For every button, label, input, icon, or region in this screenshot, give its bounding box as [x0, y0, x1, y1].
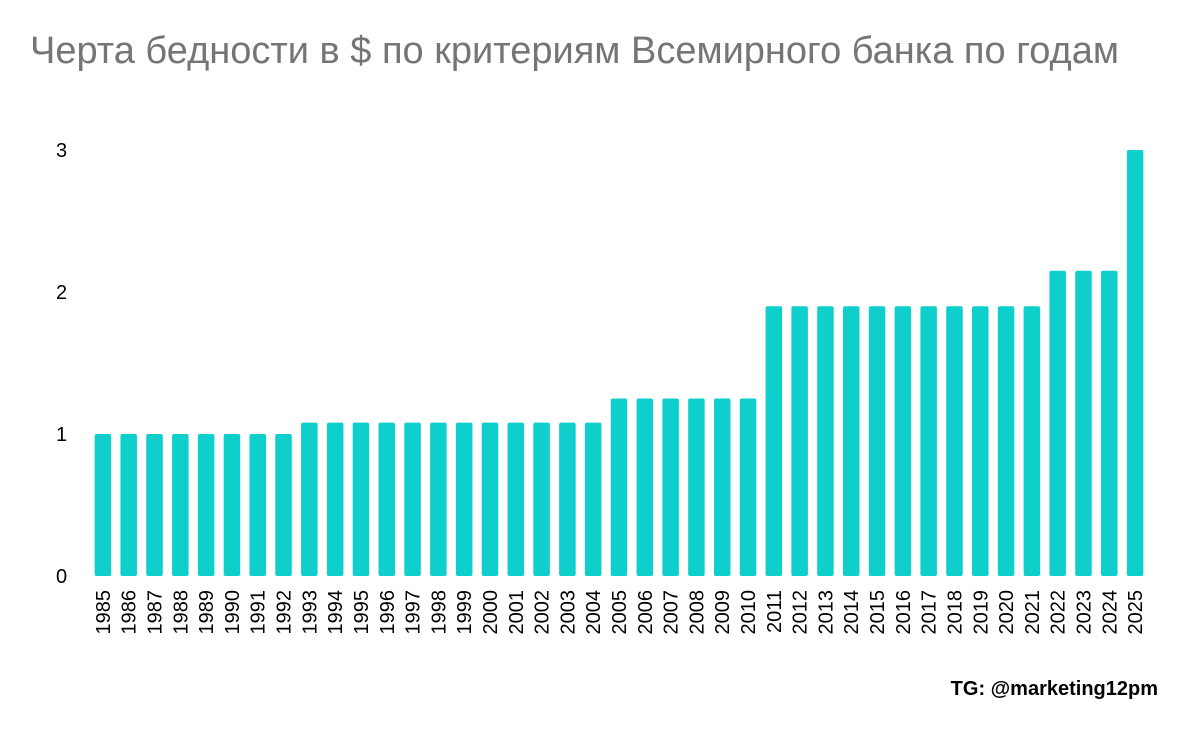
- bar-2007: [662, 398, 679, 576]
- bar-2001: [507, 422, 525, 576]
- x-tick-label: 2010: [738, 590, 760, 635]
- bar-1988: [172, 434, 189, 576]
- x-tick-label: 2006: [635, 590, 657, 635]
- bar-2024: [1101, 270, 1118, 576]
- x-tick-label: 1987: [145, 590, 167, 635]
- bar-2004: [584, 422, 602, 576]
- bar-1996: [378, 422, 396, 576]
- x-tick-label: 2024: [1099, 590, 1121, 635]
- x-tick-label: 1989: [196, 590, 218, 635]
- chart-title: Черта бедности в $ по критериям Всемирно…: [30, 30, 1119, 72]
- x-tick-label: 2002: [532, 590, 554, 635]
- x-tick-label: 1998: [428, 590, 450, 635]
- x-tick-label: 2025: [1125, 590, 1147, 635]
- bar-2011: [765, 306, 783, 576]
- x-tick-label: 2014: [841, 590, 863, 635]
- x-tick-label: 2011: [764, 590, 786, 633]
- bar-1995: [352, 422, 370, 576]
- x-tick-label: 2015: [867, 590, 889, 635]
- y-tick-label: 1: [56, 424, 67, 446]
- bar-2021: [1023, 306, 1041, 576]
- bar-2002: [533, 422, 550, 576]
- bar-2023: [1075, 270, 1092, 576]
- bar-2000: [481, 422, 499, 576]
- x-tick-label: 1994: [325, 590, 347, 635]
- x-tick-label: 1997: [403, 590, 425, 635]
- bar-2022: [1049, 270, 1066, 576]
- x-tick-label: 1993: [299, 590, 321, 635]
- bar-1990: [223, 434, 241, 576]
- x-axis-ticks: 1985 1986 1987 1988 1989 1990 1991 1992 1993 1994…: [93, 590, 1147, 635]
- x-tick-label: 1985: [93, 590, 115, 635]
- bar-2019: [972, 306, 989, 576]
- bar-1993: [301, 422, 318, 576]
- bars-group: [94, 150, 1144, 576]
- credit-label: TG: @marketing12pm: [950, 678, 1158, 700]
- x-tick-label: 2023: [1073, 590, 1095, 635]
- bar-2020: [997, 306, 1015, 576]
- bar-2015: [868, 306, 886, 576]
- x-tick-label: 2005: [609, 590, 631, 635]
- bar-2016: [894, 306, 912, 576]
- bar-1986: [120, 434, 137, 576]
- bar-2014: [842, 306, 860, 576]
- y-tick-label: 2: [56, 282, 67, 304]
- bar-2005: [610, 398, 628, 576]
- x-tick-label: 1999: [454, 590, 476, 635]
- bar-2017: [920, 306, 937, 576]
- bar-2018: [946, 306, 963, 576]
- x-tick-label: 2019: [970, 590, 992, 635]
- x-tick-label: 2018: [944, 590, 966, 635]
- x-tick-label: 2021: [1022, 590, 1044, 635]
- bar-1998: [430, 422, 447, 576]
- x-tick-label: 1995: [351, 590, 373, 635]
- bar-1987: [146, 434, 163, 576]
- x-tick-label: 2004: [583, 590, 605, 635]
- x-tick-label: 2007: [661, 590, 683, 635]
- x-tick-label: 1986: [119, 590, 141, 635]
- x-tick-label: 2009: [712, 590, 734, 635]
- bar-2012: [791, 306, 808, 576]
- x-tick-label: 2020: [996, 590, 1018, 635]
- bar-2006: [636, 398, 654, 576]
- y-tick-label: 0: [56, 566, 67, 588]
- bar-1997: [404, 422, 421, 576]
- bar-2013: [817, 306, 834, 576]
- x-tick-label: 2022: [1048, 590, 1070, 635]
- y-tick-label: 3: [56, 140, 67, 162]
- x-tick-label: 2001: [506, 590, 528, 635]
- x-tick-label: 2000: [480, 590, 502, 635]
- x-tick-label: 1988: [170, 590, 192, 635]
- bar-2009: [713, 398, 731, 576]
- y-axis-ticks: 0 1 2 3: [56, 140, 67, 588]
- x-tick-label: 2016: [893, 590, 915, 635]
- bar-1992: [275, 434, 292, 576]
- x-tick-label: 1991: [248, 590, 270, 635]
- x-tick-label: 2013: [815, 590, 837, 635]
- bar-1994: [326, 422, 344, 576]
- bar-2008: [688, 398, 705, 576]
- bar-1991: [249, 434, 266, 576]
- bar-2025: [1126, 150, 1144, 576]
- x-tick-label: 2003: [557, 590, 579, 635]
- x-tick-label: 1992: [274, 590, 296, 635]
- x-tick-label: 1996: [377, 590, 399, 635]
- bar-1985: [94, 434, 112, 576]
- x-tick-label: 2008: [686, 590, 708, 635]
- bar-1989: [197, 434, 215, 576]
- x-tick-label: 2012: [790, 590, 812, 635]
- x-tick-label: 1990: [222, 590, 244, 635]
- x-tick-label: 2017: [919, 590, 941, 635]
- bar-1999: [455, 422, 473, 576]
- bar-2010: [739, 398, 757, 576]
- bar-2003: [559, 422, 576, 576]
